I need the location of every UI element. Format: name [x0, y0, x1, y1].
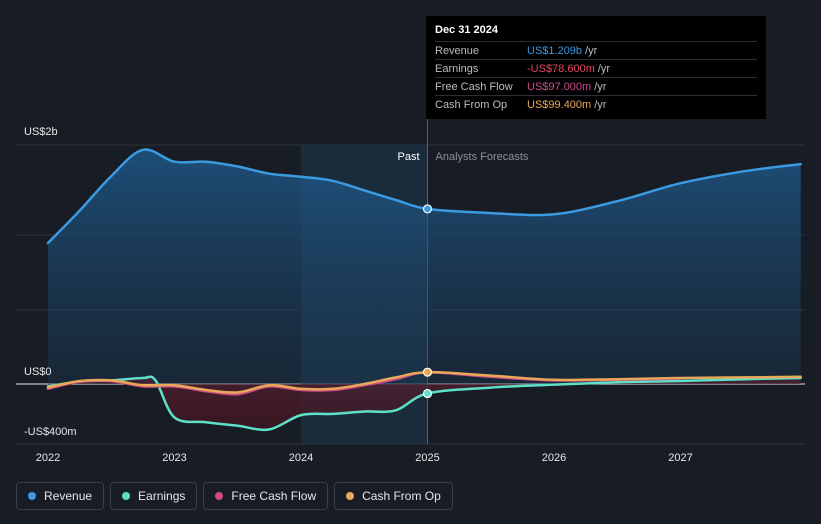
axis-labels: US$2b US$0 -US$400m 2022 2023 2024 2025 2026 202…: [24, 126, 693, 464]
hover-marker: [422, 204, 433, 214]
tooltip-row: Earnings -US$78.600m/yr: [435, 59, 757, 77]
tooltip-row-unit: /yr: [594, 98, 607, 111]
legend-dot-icon: [28, 492, 36, 500]
tooltip-row-unit: /yr: [597, 62, 611, 75]
area-fills: [48, 149, 801, 430]
tooltip: Dec 31 2024 Revenue US$1.209b/yr Earnings -…: [426, 16, 766, 119]
y-axis-label: -US$400m: [24, 426, 77, 438]
tooltip-row: Free Cash Flow US$97.000m/yr: [435, 77, 757, 95]
legend-label: Revenue: [44, 489, 93, 503]
legend-label: Free Cash Flow: [231, 489, 317, 503]
hover-marker: [422, 367, 433, 377]
tooltip-row-value: US$1.209b: [527, 44, 583, 57]
tooltip-row: Revenue US$1.209b/yr: [435, 41, 757, 59]
tooltip-row-value: US$97.000m: [527, 80, 592, 93]
legend: Revenue Earnings Free Cash Flow Cash From O…: [16, 482, 453, 512]
legend-item-earnings[interactable]: Earnings: [110, 482, 198, 510]
earnings-line: [46, 375, 802, 432]
legend-item-revenue[interactable]: Revenue: [16, 482, 105, 510]
x-axis-label: 2025: [415, 452, 439, 464]
hover-marker: [422, 388, 433, 399]
tooltip-row-label: Earnings: [435, 62, 479, 75]
legend-label: Earnings: [138, 489, 186, 503]
tooltip-row: Cash From Op US$99.400m/yr: [435, 95, 757, 113]
tooltip-row-unit: /yr: [585, 44, 598, 57]
tooltip-row-label: Revenue: [435, 44, 480, 57]
x-axis-label: 2023: [162, 452, 186, 464]
legend-dot-icon: [215, 492, 224, 500]
tooltip-date: Dec 31 2024: [435, 24, 498, 36]
tooltip-row-label: Cash From Op: [435, 98, 508, 111]
legend-dot-icon: [122, 492, 131, 500]
x-axis-label: 2027: [668, 452, 692, 464]
forecast-label: Analysts Forecasts: [436, 151, 529, 163]
x-axis-label: 2022: [36, 452, 60, 464]
legend-item-cash-from-op[interactable]: Cash From Op: [334, 482, 453, 510]
tooltip-row-label: Free Cash Flow: [435, 80, 513, 93]
cash-from-op-line: [46, 370, 802, 394]
past-label: Past: [397, 151, 419, 163]
legend-label: Cash From Op: [362, 489, 441, 503]
revenue-line: [46, 148, 802, 245]
y-axis-label: US$0: [24, 366, 52, 378]
earnings-area: [48, 376, 801, 430]
tooltip-row-value: US$99.400m: [527, 98, 592, 111]
tooltip-row-unit: /yr: [594, 80, 607, 93]
legend-item-free-cash-flow[interactable]: Free Cash Flow: [203, 482, 329, 510]
hover-markers: [422, 204, 433, 399]
tooltip-row-value: -US$78.600m: [527, 62, 595, 75]
legend-dot-icon: [346, 492, 355, 500]
y-axis-label: US$2b: [24, 126, 58, 138]
x-axis-label: 2024: [289, 452, 313, 464]
series-lines: [46, 148, 802, 432]
x-axis-label: 2026: [542, 452, 566, 464]
revenue-area: [48, 149, 801, 384]
